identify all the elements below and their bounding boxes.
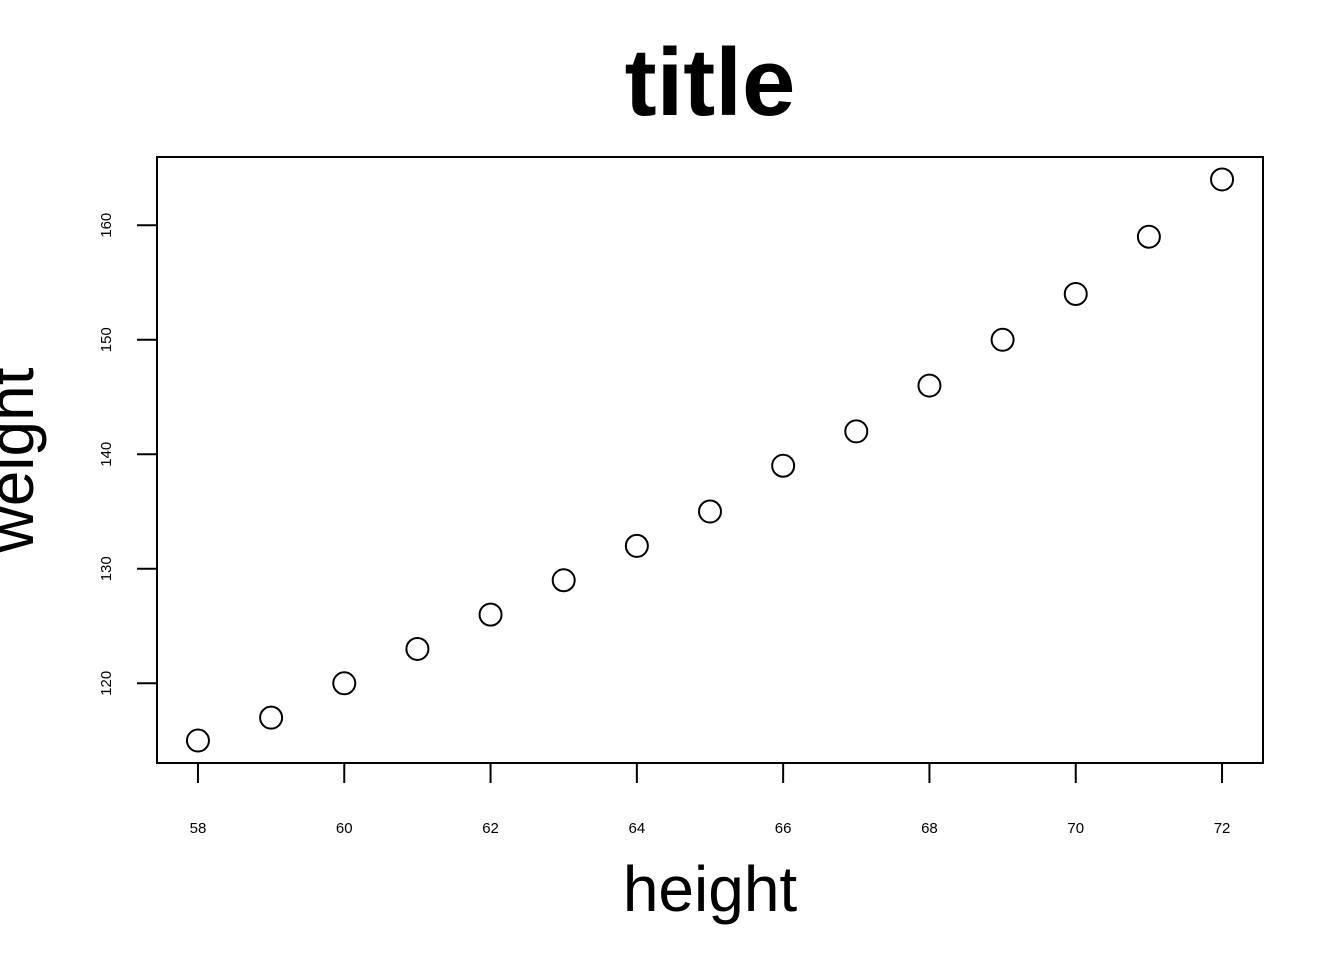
chart-title: title xyxy=(625,29,796,136)
data-point xyxy=(844,419,869,444)
data-point xyxy=(405,636,430,661)
data-point xyxy=(1063,281,1088,306)
plot-frame xyxy=(156,156,1264,764)
x-tick-label: 66 xyxy=(775,820,792,837)
data-point xyxy=(624,533,649,558)
data-point xyxy=(1136,224,1161,249)
data-point xyxy=(332,671,357,696)
data-point xyxy=(259,705,284,730)
y-tick-label: 120 xyxy=(98,671,115,696)
x-axis: 58 60 62 64 66 68 70 72 xyxy=(190,763,1231,837)
data-point xyxy=(771,453,796,478)
data-point xyxy=(698,499,722,524)
data-points xyxy=(185,167,1235,753)
y-tick-label: 130 xyxy=(98,556,115,581)
x-tick-label: 64 xyxy=(629,820,646,837)
x-tick-label: 58 xyxy=(190,820,207,837)
x-tick-label: 60 xyxy=(336,820,353,837)
y-tick-label: 140 xyxy=(98,442,115,467)
x-tick-label: 68 xyxy=(921,820,938,837)
y-axis-label: weight xyxy=(0,367,47,553)
x-tick-label: 70 xyxy=(1067,820,1084,837)
data-point xyxy=(185,728,210,753)
y-tick-label: 150 xyxy=(98,327,115,352)
data-point xyxy=(990,327,1015,352)
data-point xyxy=(551,568,576,593)
data-point xyxy=(917,373,942,398)
y-axis: 120 130 140 150 160 xyxy=(98,213,157,696)
data-point xyxy=(478,602,503,627)
x-axis-label: height xyxy=(623,853,798,925)
data-point xyxy=(1210,167,1235,192)
y-tick-label: 160 xyxy=(98,213,115,238)
x-tick-label: 62 xyxy=(482,820,499,837)
x-tick-label: 72 xyxy=(1214,820,1231,837)
